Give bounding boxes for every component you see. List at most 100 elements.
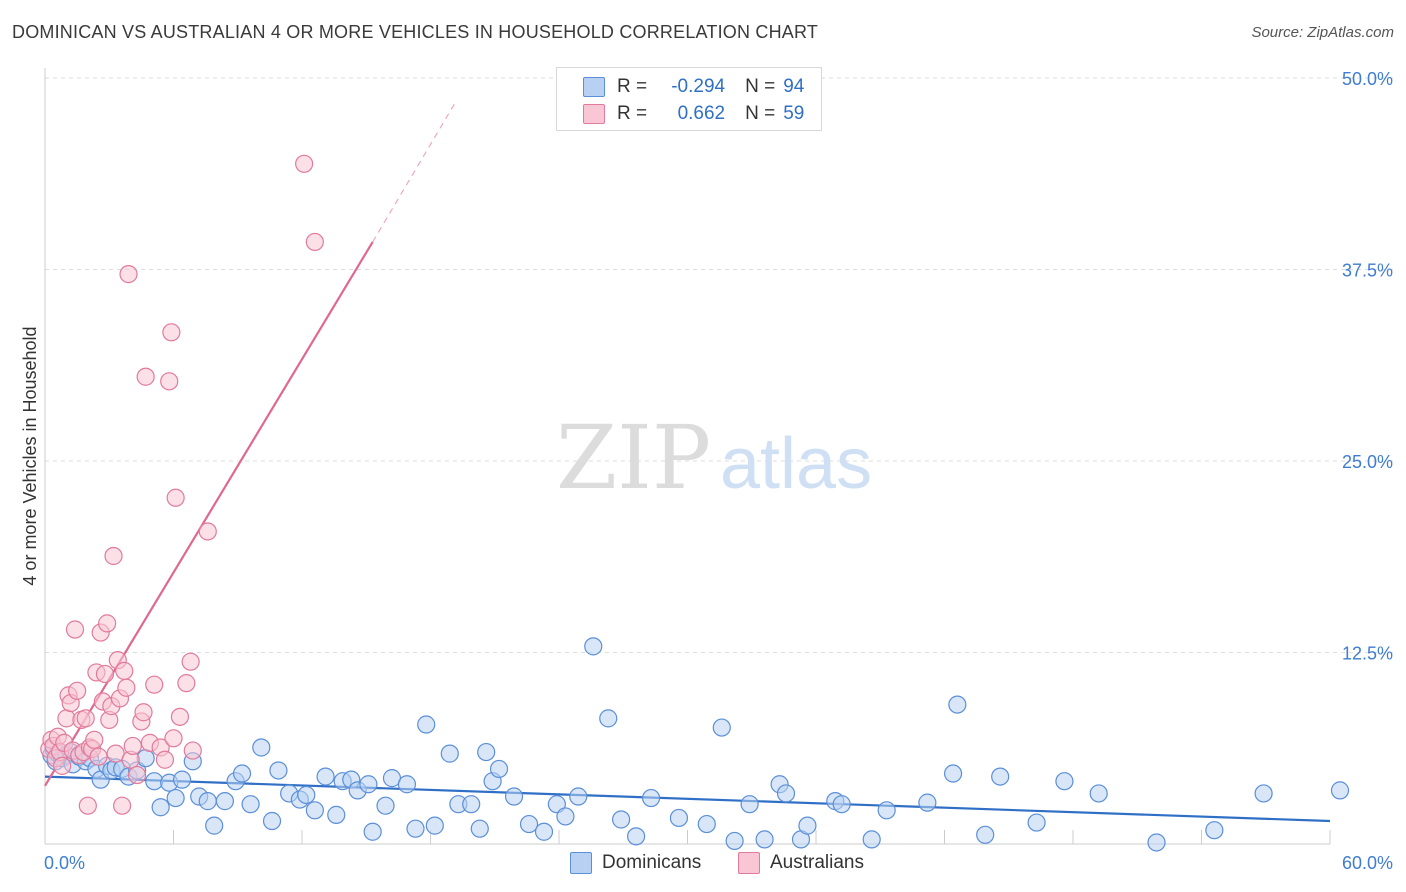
legend-r-value: 0.662 <box>677 103 726 124</box>
data-point-dominicans <box>241 795 260 814</box>
data-point-australians <box>145 675 164 694</box>
data-point-australians <box>85 730 104 749</box>
data-point-australians <box>117 678 136 697</box>
data-point-dominicans <box>397 775 417 794</box>
data-points <box>40 154 1350 852</box>
data-point-dominicans <box>626 827 646 846</box>
data-point-dominicans <box>599 709 618 728</box>
data-point-dominicans <box>172 770 192 789</box>
data-point-dominicans <box>584 637 603 656</box>
legend-label-dominicans: Dominicans <box>602 852 702 873</box>
data-point-dominicans <box>406 819 425 838</box>
data-point-dominicans <box>556 807 575 826</box>
data-point-dominicans <box>725 831 744 851</box>
legend-swatch-australians <box>738 852 760 874</box>
data-point-dominicans <box>136 749 155 768</box>
data-point-dominicans <box>327 805 346 824</box>
data-point-dominicans <box>1205 821 1224 840</box>
data-point-australians <box>170 707 190 726</box>
data-point-australians <box>183 741 202 760</box>
data-point-australians <box>160 372 179 391</box>
data-point-dominicans <box>534 822 554 841</box>
data-point-dominicans <box>877 801 896 820</box>
data-point-dominicans <box>918 793 937 812</box>
data-point-dominicans <box>641 788 661 808</box>
data-point-dominicans <box>755 830 774 849</box>
data-point-dominicans <box>440 744 459 763</box>
legend-n-label: N = <box>745 76 776 97</box>
data-point-dominicans <box>991 767 1010 786</box>
data-point-dominicans <box>417 715 436 734</box>
correlation-legend: R = -0.294 N = 94 R = 0.662 N = 59 <box>556 67 822 131</box>
bottom-legend-australians: Australians <box>738 852 864 874</box>
y-tick-label: 25.0% <box>1342 452 1393 472</box>
legend-n-label: N = <box>745 103 776 124</box>
data-point-dominicans <box>425 816 444 835</box>
data-point-dominicans <box>1330 781 1350 800</box>
data-point-dominicans <box>776 784 796 803</box>
data-point-australians <box>65 620 85 639</box>
y-tick-label: 37.5% <box>1342 261 1393 281</box>
data-point-dominicans <box>862 830 881 849</box>
data-point-dominicans <box>477 742 496 762</box>
data-point-dominicans <box>1027 813 1046 832</box>
data-point-dominicans <box>215 792 234 811</box>
legend-swatch-dominicans <box>570 852 592 874</box>
data-point-australians <box>76 709 95 728</box>
legend-swatch-dominicans <box>583 77 605 97</box>
data-point-dominicans <box>262 811 282 831</box>
data-point-dominicans <box>198 792 217 811</box>
data-point-dominicans <box>948 695 967 714</box>
data-point-australians <box>89 747 108 766</box>
data-point-australians <box>166 488 185 507</box>
data-point-dominicans <box>145 772 164 791</box>
y-tick-label: 50.0% <box>1342 69 1393 89</box>
data-point-dominicans <box>943 764 963 783</box>
data-point-dominicans <box>205 816 224 835</box>
data-point-dominicans <box>462 795 481 814</box>
data-point-australians <box>305 232 324 252</box>
data-point-australians <box>57 709 76 728</box>
legend-n-value: 59 <box>783 103 805 124</box>
legend-swatch-australians <box>583 104 605 124</box>
data-point-australians <box>127 765 147 785</box>
data-point-dominicans <box>697 814 716 834</box>
legend-label-australians: Australians <box>770 852 864 873</box>
data-point-australians <box>68 681 87 700</box>
chart-title: DOMINICAN VS AUSTRALIAN 4 OR MORE VEHICL… <box>12 22 819 42</box>
data-point-dominicans <box>504 787 524 806</box>
data-point-dominicans <box>363 822 382 841</box>
data-point-dominicans <box>612 810 631 829</box>
data-point-australians <box>115 661 134 680</box>
data-point-dominicans <box>269 761 288 780</box>
data-point-dominicans <box>569 787 588 806</box>
data-point-dominicans <box>976 825 995 844</box>
data-point-dominicans <box>1055 772 1074 791</box>
data-point-australians <box>295 154 314 173</box>
data-point-dominicans <box>740 795 759 814</box>
legend-r-label: R = <box>617 103 648 124</box>
data-point-australians <box>155 750 175 769</box>
data-point-dominicans <box>489 759 509 779</box>
data-point-australians <box>136 367 155 386</box>
legend-n-value: 94 <box>783 76 805 97</box>
data-point-australians <box>181 652 200 671</box>
data-point-australians <box>119 264 138 284</box>
data-point-dominicans <box>470 819 489 838</box>
y-tick-label: 12.5% <box>1342 644 1393 664</box>
data-point-dominicans <box>376 796 395 815</box>
x-tick-label: 0.0% <box>44 853 85 873</box>
trend-extension-australians <box>372 100 457 243</box>
data-point-australians <box>53 756 72 775</box>
data-point-dominicans <box>669 808 689 828</box>
data-point-australians <box>112 796 132 815</box>
data-point-australians <box>198 522 217 541</box>
data-point-australians <box>95 664 115 684</box>
data-point-australians <box>162 323 181 342</box>
data-point-dominicans <box>252 738 271 757</box>
data-point-dominicans <box>1089 784 1108 803</box>
tick-labels: 12.5% 25.0% 37.5% 50.0% 0.0% 60.0% <box>44 69 1393 873</box>
data-point-australians <box>104 546 123 566</box>
gridlines <box>45 77 1395 653</box>
